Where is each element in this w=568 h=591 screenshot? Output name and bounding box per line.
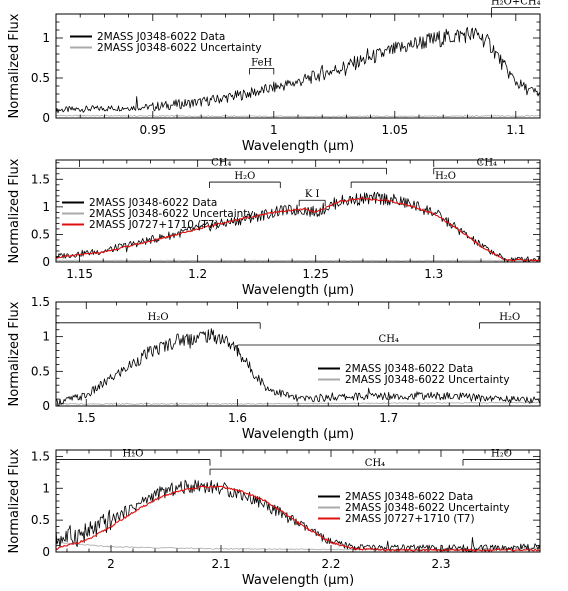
x-axis-label: Wavelength (μm)	[242, 573, 354, 588]
x-tick-label: 2.3	[431, 557, 450, 571]
x-tick-label: 1.05	[381, 123, 408, 137]
feature-label: K I	[305, 189, 320, 200]
series-line-data	[56, 27, 540, 114]
feature-label: H₂O	[435, 171, 456, 182]
series-line-data	[56, 328, 540, 406]
y-tick-label: 1.5	[31, 295, 50, 309]
legend-entry: 2MASS J0348-6022 Uncertainty	[345, 374, 510, 386]
x-tick-label: 1	[270, 123, 278, 137]
y-tick-label: 0	[42, 255, 50, 269]
legend-entry: 2MASS J0348-6022 Uncertainty	[345, 502, 510, 514]
legend-entry: 2MASS J0348-6022 Uncertainty	[89, 208, 254, 220]
x-axis-label: Wavelength (μm)	[242, 427, 354, 442]
y-tick-label: 1	[42, 330, 50, 344]
plot-frame	[55, 301, 541, 407]
panel-3: 1.5 1.6 1.7 0 0.5 1 1.5 Wavelength (μm) Normaliz…	[7, 295, 541, 442]
y-tick-label: 1	[42, 481, 50, 495]
feature-label: H₂O	[123, 449, 144, 460]
series-line-data	[56, 191, 540, 262]
x-tick-label: 2	[107, 557, 115, 571]
y-tick-label: 0.5	[31, 364, 50, 378]
y-axis-label: Normalized Flux	[7, 158, 22, 263]
y-tick-label: 1	[42, 200, 50, 214]
x-tick-label: 1.6	[228, 411, 247, 425]
legend-entry: 2MASS J0348-6022 Data	[345, 491, 473, 503]
series-line-model	[56, 197, 540, 262]
x-axis-label: Wavelength (μm)	[242, 139, 354, 154]
series-group	[56, 191, 540, 262]
panel-2: 1.15 1.2 1.25 1.3 0 0.5 1 1.5 Wavelength (μm) Nor…	[7, 157, 541, 298]
feature-label: CH₄	[477, 157, 497, 168]
y-axis-label: Normalized Flux	[7, 448, 22, 553]
plot-frame	[55, 159, 541, 263]
legend-entry: 2MASS J0348-6022 Data	[89, 197, 217, 209]
y-tick-label: 0	[42, 545, 50, 559]
legend-entry: 2MASS J0348-6022 Uncertainty	[97, 42, 262, 54]
y-tick-label: 0.5	[31, 71, 50, 85]
panel-4: 2 2.1 2.2 2.3 0 0.5 1 1.5 Wavelength (μm) Normali…	[7, 448, 541, 588]
y-tick-label: 0.5	[31, 513, 50, 527]
series-line-uncertainty	[56, 541, 540, 551]
x-tick-label: 1.2	[188, 267, 207, 281]
x-tick-label: 2.1	[211, 557, 230, 571]
panel-1: 0.95 1 1.05 1.1 0 0.5 1 Wavelength (μm) Normaliz…	[7, 0, 541, 154]
x-tick-label: 1.1	[506, 123, 525, 137]
feature-label: H₂O	[491, 449, 512, 460]
series-group	[56, 479, 540, 552]
y-tick-label: 0	[42, 111, 50, 125]
feature-label: H₂O	[234, 171, 255, 182]
feature-label: CH₄	[365, 458, 385, 469]
feature-label: H₂O+CH₄	[491, 0, 541, 8]
feature-label: FeH	[251, 57, 272, 68]
y-axis-label: Normalized Flux	[7, 13, 22, 118]
x-tick-label: 0.95	[139, 123, 166, 137]
x-tick-label: 1.3	[424, 267, 443, 281]
series-line-model	[56, 485, 540, 552]
x-tick-label: 2.2	[321, 557, 340, 571]
legend-entry: 2MASS J0348-6022 Data	[345, 363, 473, 375]
y-tick-label: 0.5	[31, 227, 50, 241]
y-tick-label: 1.5	[31, 172, 50, 186]
x-axis-label: Wavelength (μm)	[242, 283, 354, 298]
y-tick-label: 1	[42, 31, 50, 45]
legend-entry: 2MASS J0727+1710 (T7)	[345, 513, 475, 525]
y-tick-label: 1.5	[31, 449, 50, 463]
x-tick-label: 1.7	[379, 411, 398, 425]
feature-label: CH₄	[379, 334, 399, 345]
x-tick-label: 1.15	[66, 267, 93, 281]
feature-label: H₂O	[499, 312, 520, 323]
x-tick-label: 1.5	[77, 411, 96, 425]
feature-label: H₂O	[148, 312, 169, 323]
series-line-uncertainty	[56, 259, 540, 262]
y-axis-label: Normalized Flux	[7, 301, 22, 406]
x-tick-label: 1.25	[302, 267, 329, 281]
legend-entry: 2MASS J0348-6022 Data	[97, 31, 225, 43]
feature-label: CH₄	[211, 157, 231, 168]
legend-entry: 2MASS J0727+1710 (T7)	[89, 219, 219, 231]
y-tick-label: 0	[42, 399, 50, 413]
